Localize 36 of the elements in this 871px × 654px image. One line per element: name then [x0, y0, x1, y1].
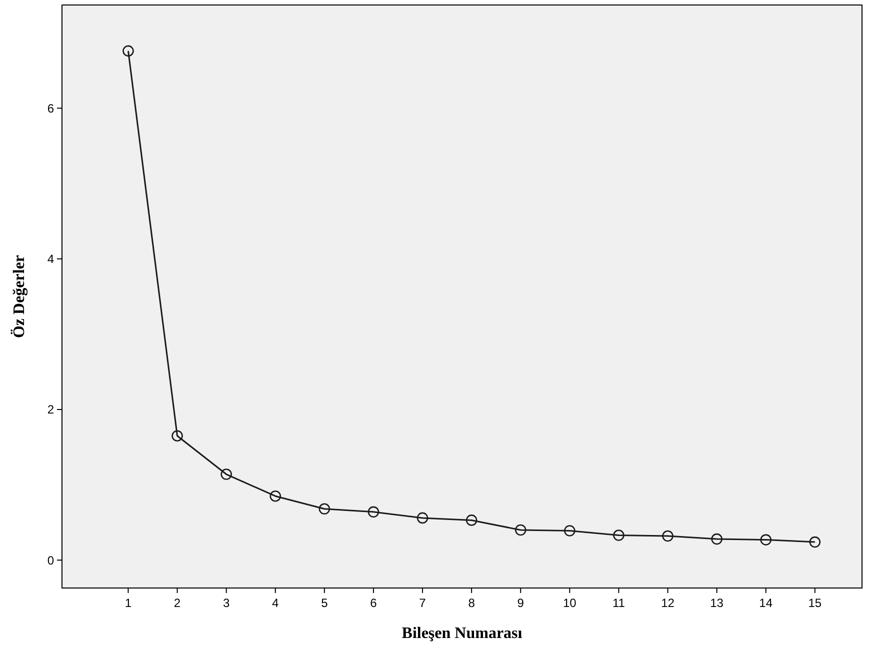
point — [172, 430, 183, 442]
y-tick-label: 6 — [47, 101, 54, 116]
point — [760, 534, 772, 546]
point — [564, 525, 576, 536]
point — [416, 512, 428, 524]
x-tick-label: 8 — [468, 596, 476, 610]
x-tick-label: 3 — [222, 596, 230, 610]
x-tick-label: 11 — [612, 596, 626, 610]
point — [809, 536, 821, 548]
x-tick-label: 13 — [710, 596, 724, 610]
x-tick-label: 5 — [321, 596, 328, 610]
x-tick-label: 9 — [517, 596, 524, 610]
point — [514, 524, 526, 536]
x-tick-label: 12 — [661, 596, 675, 610]
point — [711, 533, 722, 545]
x-axis-title: Bileşen Numarası — [402, 625, 523, 642]
point — [270, 490, 282, 502]
x-tick-label: 2 — [174, 596, 181, 610]
point — [318, 503, 330, 515]
x-tick-label: 1 — [124, 596, 132, 610]
x-tick-label: 4 — [272, 596, 280, 610]
point — [466, 514, 478, 526]
x-tick-label: 15 — [808, 596, 822, 610]
point — [220, 468, 232, 480]
y-tick-label: 4 — [47, 252, 54, 266]
point — [662, 530, 674, 542]
y-axis-title: Öz Değerler — [10, 254, 28, 338]
x-tick-label: 10 — [562, 596, 577, 610]
y-tick-label: 0 — [47, 553, 54, 568]
point — [613, 530, 624, 541]
point — [368, 506, 380, 518]
x-tick-label: 7 — [419, 596, 426, 610]
x-tick-label: 6 — [370, 596, 378, 610]
y-tick-label: 2 — [47, 402, 54, 417]
x-tick-label: 14 — [759, 596, 773, 610]
point — [122, 45, 134, 57]
